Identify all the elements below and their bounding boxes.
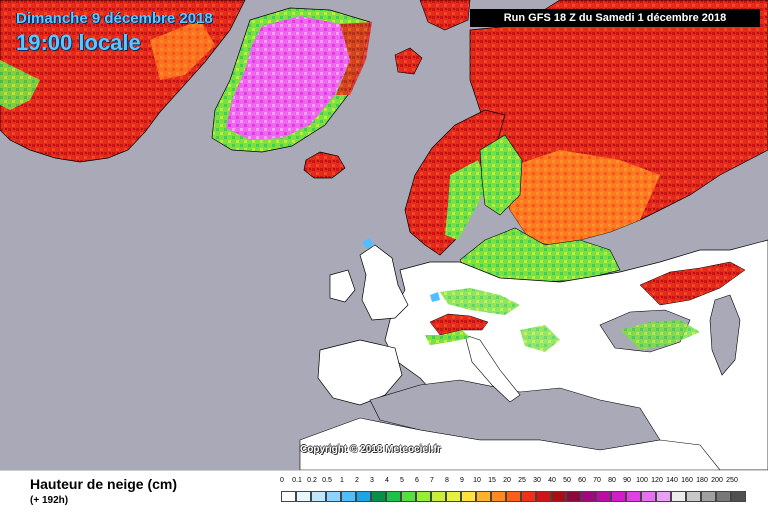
color-scale-label: 30 (533, 477, 541, 484)
color-scale-label: 9 (460, 477, 464, 484)
color-scale-swatch (551, 491, 566, 502)
color-scale-label: 70 (593, 477, 601, 484)
color-scale-label: 2 (355, 477, 359, 484)
balkans-snow (520, 325, 560, 352)
color-scale-label: 0.5 (322, 477, 332, 484)
ireland (329, 269, 356, 303)
color-scale-label: 200 (711, 477, 723, 484)
central-europe-snow (440, 288, 520, 315)
color-scale-swatch (536, 491, 551, 502)
color-scale-swatch (641, 491, 656, 502)
snow-depth-map[interactable]: Dimanche 9 décembre 2018 19:00 locale Ru… (0, 0, 768, 470)
color-scale-swatch (446, 491, 461, 502)
copyright-label: Copyright © 2018 Meteociel.fr (300, 444, 441, 455)
color-scale-label: 80 (608, 477, 616, 484)
sweden-green (445, 160, 488, 240)
legend-subtitle: (+ 192h) (30, 495, 69, 506)
color-scale-labels: 0 0.1 0.2 0.5 1 2 3 4 5 6 7 8 9 10 15 20 25 30 40 50 60 70 80 9… (280, 477, 751, 489)
legend-panel: Hauteur de neige (cm) (+ 192h) 0 0.1 0.2 0.… (0, 470, 768, 513)
color-scale-swatch (371, 491, 386, 502)
greenland-ice-cap (226, 16, 350, 140)
color-scale-swatch (581, 491, 596, 502)
color-scale-label: 5 (400, 477, 404, 484)
great-britain (359, 244, 409, 321)
color-scale-label: 25 (518, 477, 526, 484)
color-scale-label: 90 (623, 477, 631, 484)
color-scale-label: 0.1 (292, 477, 302, 484)
color-scale-label: 160 (681, 477, 693, 484)
color-scale-label: 10 (473, 477, 481, 484)
italy (464, 334, 521, 403)
color-scale-swatch (716, 491, 731, 502)
color-scale-swatch (461, 491, 476, 502)
color-scale-label: 8 (445, 477, 449, 484)
color-scale-swatch (686, 491, 701, 502)
legend-title: Hauteur de neige (cm) (30, 476, 178, 492)
color-scale-swatch (596, 491, 611, 502)
color-scale-swatch (431, 491, 446, 502)
russia-orange-zone (500, 150, 660, 245)
color-scale-label: 7 (430, 477, 434, 484)
alps-snow (429, 313, 489, 336)
color-scale-swatch (401, 491, 416, 502)
color-scale-label: 180 (696, 477, 708, 484)
color-scale-swatch (521, 491, 536, 502)
color-scale-swatch (386, 491, 401, 502)
canada-orange-patch (150, 20, 215, 80)
color-scale-swatch (311, 491, 326, 502)
svalbard (394, 47, 423, 75)
turkey-green (620, 320, 700, 350)
color-scale-label: 20 (503, 477, 511, 484)
color-scale-label: 0.2 (307, 477, 317, 484)
color-scale-swatch (506, 491, 521, 502)
color-scale-label: 0 (280, 477, 284, 484)
forecast-time: 19:00 locale (16, 30, 141, 55)
color-scale-swatch (326, 491, 341, 502)
color-scale-label: 3 (370, 477, 374, 484)
color-scale-swatches (281, 491, 746, 502)
color-scale-swatch (341, 491, 356, 502)
color-scale-swatch (611, 491, 626, 502)
forecast-date: Dimanche 9 décembre 2018 (16, 10, 213, 27)
color-scale-label: 15 (488, 477, 496, 484)
color-scale-swatch (476, 491, 491, 502)
color-scale-label: 50 (563, 477, 571, 484)
caucasus-snow (639, 261, 746, 306)
arctic-islands (419, 0, 471, 31)
color-scale-label: 1 (340, 477, 344, 484)
color-scale-swatch (671, 491, 686, 502)
map-canvas (0, 0, 768, 470)
model-run-label: Run GFS 18 Z du Samedi 1 décembre 2018 (470, 9, 760, 27)
color-scale-label: 120 (651, 477, 663, 484)
color-scale-swatch (626, 491, 641, 502)
color-scale: 0 0.1 0.2 0.5 1 2 3 4 5 6 7 8 9 10 15 20 25 30 40 50 60 70 80 9… (280, 477, 751, 509)
north-africa (299, 417, 721, 470)
color-scale-swatch (491, 491, 506, 502)
iberia (317, 339, 403, 406)
color-scale-label: 60 (578, 477, 586, 484)
color-scale-swatch (701, 491, 716, 502)
finland-green (479, 134, 523, 216)
color-scale-label: 250 (726, 477, 738, 484)
color-scale-swatch (566, 491, 581, 502)
color-scale-label: 140 (666, 477, 678, 484)
color-scale-label: 4 (385, 477, 389, 484)
color-scale-swatch (416, 491, 431, 502)
color-scale-label: 100 (636, 477, 648, 484)
color-scale-swatch (296, 491, 311, 502)
color-scale-label: 6 (415, 477, 419, 484)
canada-green-fringe (0, 60, 40, 110)
iceland (303, 151, 346, 179)
color-scale-swatch (356, 491, 371, 502)
greenland-red-coast (336, 22, 372, 95)
color-scale-swatch (731, 491, 746, 502)
color-scale-swatch (656, 491, 671, 502)
color-scale-label: 40 (548, 477, 556, 484)
caspian-sea (709, 294, 741, 376)
cyan-snow-spots (362, 238, 440, 302)
alps-green-fringe (425, 330, 470, 345)
color-scale-swatch (281, 491, 296, 502)
